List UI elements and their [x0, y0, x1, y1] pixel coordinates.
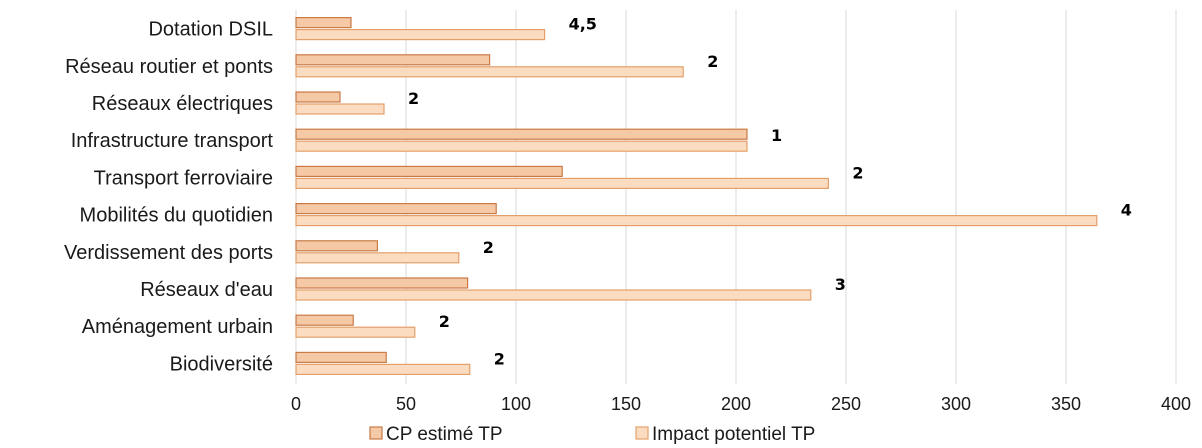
- x-tick-label: 250: [831, 394, 861, 414]
- category-label: Aménagement urbain: [82, 316, 273, 338]
- legend-swatch: [369, 426, 383, 440]
- category-label: Dotation DSIL: [148, 19, 273, 41]
- bar-impact-potentiel: [295, 326, 416, 338]
- bar-impact-potentiel: [295, 252, 460, 264]
- category-labels: Dotation DSIL Réseau routier et ponts Rése…: [64, 19, 273, 376]
- bar-cp-estime: [295, 203, 497, 215]
- x-tick-label: 400: [1161, 394, 1191, 414]
- x-tick-label: 300: [941, 394, 971, 414]
- legend-label: Impact potentiel TP: [652, 424, 815, 445]
- bar-cp-estime: [295, 277, 469, 289]
- bar-impact-potentiel: [295, 363, 471, 375]
- category-label: Verdissement des ports: [64, 242, 273, 264]
- category-label: Réseau routier et ponts: [65, 56, 273, 78]
- bar-impact-potentiel: [295, 29, 546, 41]
- data-label: 3: [835, 275, 846, 294]
- x-tick-label: 100: [501, 394, 531, 414]
- x-tick-label: 150: [611, 394, 641, 414]
- x-tick-label: 0: [291, 394, 301, 414]
- category-label: Biodiversité: [170, 353, 273, 375]
- bar-cp-estime: [295, 128, 748, 140]
- data-label: 4: [1121, 201, 1132, 220]
- bar-impact-potentiel: [295, 289, 812, 301]
- bar-cp-estime: [295, 54, 491, 66]
- bar-cp-estime: [295, 91, 341, 103]
- x-tick-label: 50: [396, 394, 416, 414]
- data-label: 4,5: [569, 15, 597, 34]
- data-label: 1: [771, 126, 782, 145]
- bar-cp-estime: [295, 240, 379, 252]
- data-label: 2: [439, 312, 450, 331]
- bar-cp-estime: [295, 314, 354, 326]
- bar-cp-estime: [295, 351, 387, 363]
- data-label: 2: [483, 238, 494, 257]
- x-tick-labels: 0 50 100 150 200 250 300 350 400: [291, 394, 1191, 414]
- data-labels: 4,5 2 2 1 2 4 2 3 2 2: [408, 15, 1132, 369]
- bar-cp-estime: [295, 17, 352, 29]
- gridlines: [295, 10, 1177, 384]
- category-label: Réseaux électriques: [92, 93, 273, 115]
- legend-swatch: [635, 426, 649, 440]
- category-label: Réseaux d'eau: [140, 279, 273, 301]
- bar-cp-estime: [295, 165, 563, 177]
- x-tick-label: 350: [1051, 394, 1081, 414]
- x-tick-label: 200: [721, 394, 751, 414]
- bar-impact-potentiel: [295, 140, 748, 152]
- bar-impact-potentiel: [295, 177, 830, 189]
- legend: CP estimé TP Impact potentiel TP: [369, 424, 815, 445]
- legend-label: CP estimé TP: [386, 424, 503, 445]
- category-label: Infrastructure transport: [71, 130, 274, 152]
- data-label: 2: [852, 163, 863, 182]
- bar-impact-potentiel: [295, 103, 385, 115]
- data-label: 2: [707, 52, 718, 71]
- data-label: 2: [494, 349, 505, 368]
- bar-impact-potentiel: [295, 66, 684, 78]
- category-label: Mobilités du quotidien: [80, 205, 273, 227]
- bars: [295, 17, 1098, 375]
- bar-impact-potentiel: [295, 215, 1098, 227]
- data-label: 2: [408, 89, 419, 108]
- category-label: Transport ferroviaire: [94, 167, 273, 189]
